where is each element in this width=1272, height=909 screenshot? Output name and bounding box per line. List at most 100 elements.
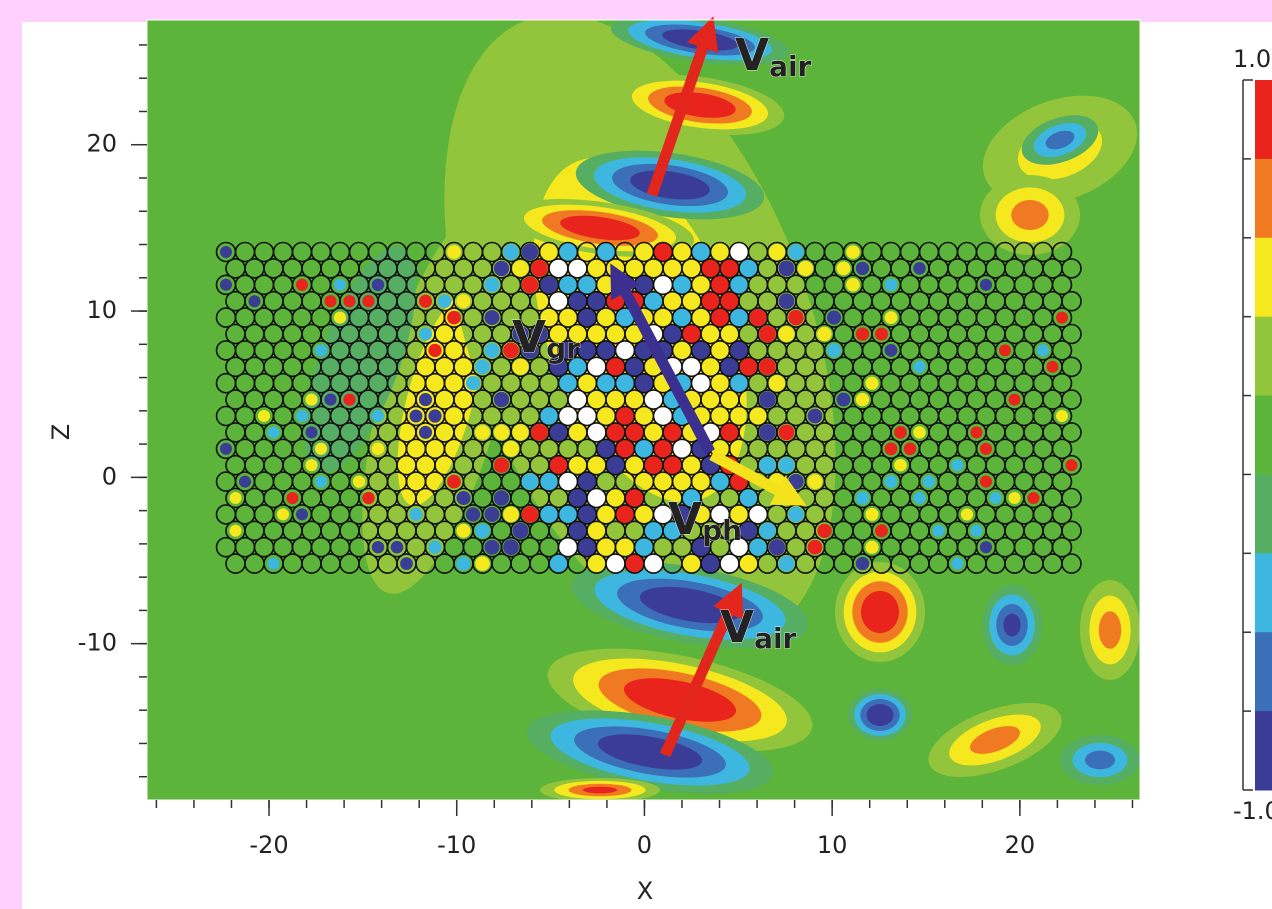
lattice-dot	[540, 276, 558, 294]
lattice-dot	[615, 340, 635, 361]
level-region	[970, 726, 1020, 754]
lattice-dot	[229, 524, 242, 537]
lattice-dot	[371, 540, 385, 554]
lattice-dot	[672, 340, 692, 361]
lattice-dot	[409, 409, 423, 423]
lattice-dot	[596, 242, 616, 262]
lattice-dot	[577, 275, 597, 295]
colorbar-segment	[1255, 80, 1272, 160]
level-region	[397, 294, 483, 506]
level-region	[662, 595, 718, 615]
lattice-dot	[333, 311, 347, 324]
lattice-dot	[352, 475, 366, 488]
lattice-dot	[979, 475, 993, 488]
lattice-dot	[219, 278, 233, 291]
lattice-dot	[970, 524, 983, 537]
lattice-dot	[624, 455, 645, 476]
lattice-dot	[615, 373, 635, 394]
lattice-dot	[549, 357, 568, 376]
lattice-dot	[558, 374, 578, 393]
lattice-dot	[1008, 393, 1021, 406]
lattice-dot	[343, 295, 356, 308]
lattice-dot	[512, 260, 529, 277]
lattice-dot	[568, 488, 587, 508]
lattice-dot	[615, 438, 635, 459]
lattice-dot	[778, 260, 795, 277]
level-region	[680, 98, 720, 112]
lattice-dot	[759, 358, 776, 376]
lattice-dot	[970, 426, 983, 439]
lattice-dot	[998, 344, 1012, 357]
lattice-dot	[913, 426, 926, 439]
lattice-dot	[409, 507, 423, 521]
colorbar-segment	[1255, 316, 1272, 397]
lattice-dot	[475, 556, 490, 571]
lattice-dot	[615, 537, 635, 558]
lattice-ring	[1061, 389, 1082, 410]
lattice-dot	[634, 242, 654, 262]
arrow	[709, 450, 807, 506]
lattice-dot	[720, 357, 739, 376]
y-tick-label: -10	[78, 629, 117, 657]
axes: -20 -10 0 10 20 -10 0 10 20	[78, 44, 1134, 859]
lattice-dot	[894, 426, 907, 439]
lattice-dot	[577, 308, 597, 328]
lattice-dot	[643, 553, 664, 574]
lattice-dot	[605, 389, 626, 410]
lattice-dot	[276, 508, 290, 521]
lattice-dot	[521, 473, 539, 490]
lattice-dot	[568, 259, 587, 278]
lattice-dot	[447, 310, 461, 325]
lattice-dot	[324, 295, 337, 308]
lattice-dot	[797, 260, 814, 276]
level-region	[1011, 200, 1049, 230]
lattice-ring	[1061, 520, 1082, 542]
annotation: Vph	[668, 494, 742, 547]
x-tick-label: -10	[437, 831, 476, 859]
colorbar-tick-label: 1.0	[1233, 45, 1271, 73]
lattice-dot	[418, 393, 433, 407]
lattice-dot	[730, 341, 748, 360]
lattice-dot	[314, 344, 328, 357]
lattice-dot	[951, 459, 964, 472]
lattice-dot	[739, 489, 758, 507]
lattice-dot	[484, 277, 500, 293]
lattice-dot	[475, 425, 490, 440]
lattice-dot	[855, 261, 870, 276]
lattice-dot	[730, 538, 748, 557]
lattice-dot	[749, 309, 767, 327]
arrows	[610, 16, 807, 758]
lattice-dot	[672, 274, 692, 295]
lattice-dot	[558, 472, 578, 491]
lattice-dot	[624, 422, 645, 443]
lattice-dot	[720, 423, 739, 442]
lattice-dot	[672, 242, 692, 262]
lattice-dot	[1065, 459, 1078, 472]
lattice-dot	[540, 505, 558, 524]
lattice-dot	[701, 291, 720, 311]
lattice-dot	[540, 407, 558, 425]
lattice-dot	[428, 343, 442, 358]
lattice-dot	[807, 539, 823, 555]
lattice-dot	[1036, 344, 1050, 357]
lattice-dot	[295, 409, 309, 423]
lattice-dot	[979, 278, 993, 291]
lattice-dot	[248, 295, 261, 308]
lattice-ring	[1061, 323, 1082, 345]
lattice-dot	[558, 308, 578, 327]
lattice-dot	[521, 506, 539, 523]
lattice-ring	[1061, 422, 1082, 443]
lattice-dot	[634, 537, 654, 558]
lattice-dot	[605, 455, 626, 476]
lattice-dot	[788, 309, 804, 326]
lattice-dot	[634, 373, 654, 394]
lattice-dot	[371, 409, 385, 423]
level-region	[869, 600, 891, 624]
lattice-dot	[229, 491, 242, 505]
lattice-dot	[531, 259, 548, 277]
colorbar-segment	[1255, 474, 1272, 554]
lattice-dot	[817, 523, 832, 539]
lattice-dot	[1008, 491, 1021, 505]
lattice-dot	[568, 521, 587, 541]
